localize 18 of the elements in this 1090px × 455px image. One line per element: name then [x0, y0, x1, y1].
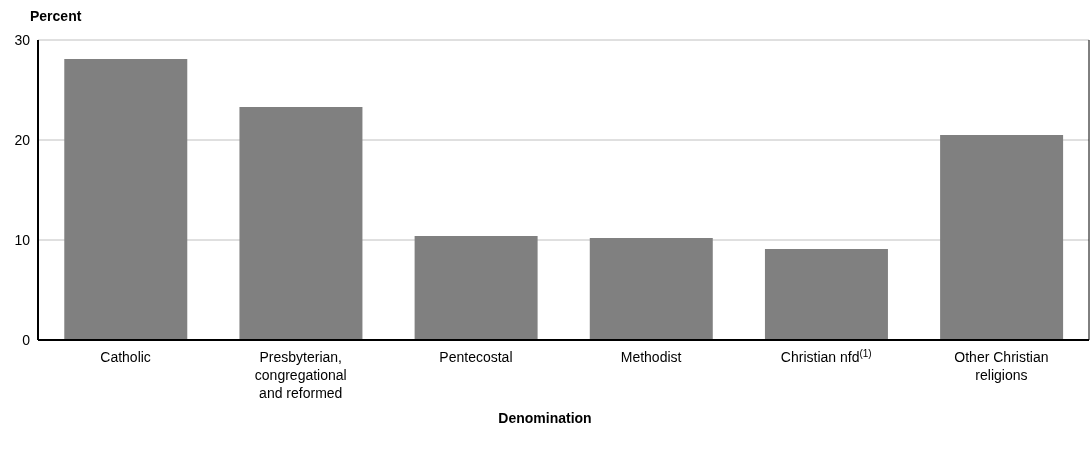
x-tick-label: Methodist: [620, 349, 682, 365]
x-tick-label: Christian nfd$^{(1)}$: [780, 347, 872, 365]
x-tick-label: Other Christian religions: [954, 349, 1049, 383]
bar: [589, 238, 713, 340]
bar: [239, 107, 363, 340]
y-axis-title: Percent: [30, 8, 82, 24]
x-tick-label: Presbyterian, congregational and reformed: [254, 349, 347, 401]
x-axis-title: Denomination: [497, 410, 593, 426]
x-tick-label: Pentecostal: [439, 349, 513, 365]
x-tick-label: Catholic: [100, 349, 151, 365]
y-tick-label: 0: [22, 331, 31, 348]
bar: [764, 249, 888, 340]
y-tick-label: 30: [14, 31, 31, 48]
y-tick-label: 20: [14, 131, 31, 148]
bar: [64, 59, 188, 340]
bar: [414, 236, 538, 340]
bar: [940, 135, 1064, 340]
y-tick-label: 10: [14, 231, 31, 248]
